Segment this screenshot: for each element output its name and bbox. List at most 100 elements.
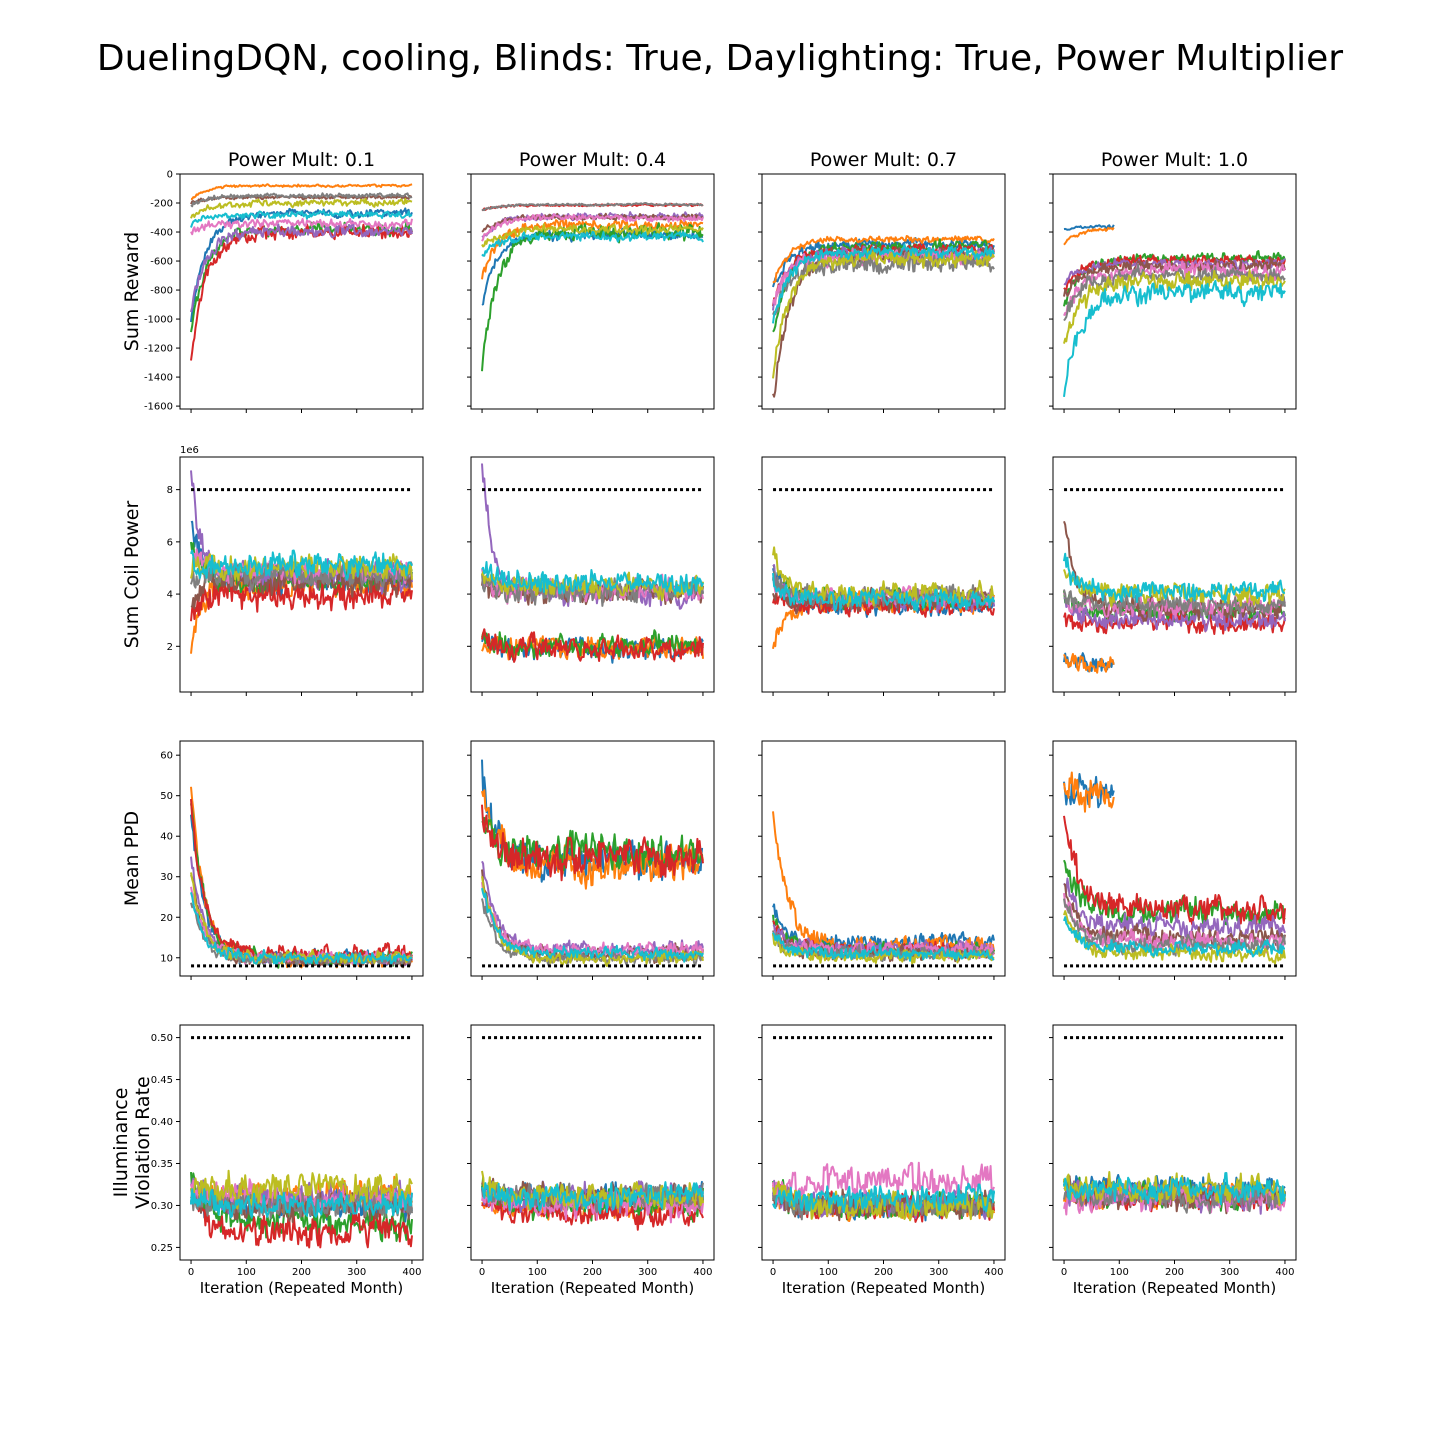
series-line-10 xyxy=(481,561,704,596)
y-tick-label: 0.30 xyxy=(151,1201,173,1212)
series-group xyxy=(772,1161,995,1223)
y-tick-label: 60 xyxy=(160,751,173,762)
y-tick-label: -1000 xyxy=(144,315,173,326)
series-line-8 xyxy=(481,202,704,212)
series-group xyxy=(1063,771,1286,965)
subplot-r1-c1: Power Mult: 0.1 0 -200 -400 -600 -800 -1000 -12… xyxy=(144,149,424,413)
x-tick-label: 200 xyxy=(874,1267,893,1278)
row-2-offset-text: 1e6 xyxy=(180,445,199,456)
row-2-ylabel: Sum Coil Power xyxy=(121,501,143,649)
y-tick-label: -200 xyxy=(150,199,173,210)
column-3-xlabel: Iteration (Repeated Month) xyxy=(782,1279,985,1297)
row-4-ylabel-line: Illuminance xyxy=(110,1088,132,1198)
subplot-r1-c2: Power Mult: 0.4 xyxy=(467,149,715,413)
series-line-10 xyxy=(190,892,413,966)
subplot-r2-c2 xyxy=(467,456,715,696)
y-tick-label: -800 xyxy=(150,286,173,297)
series-line-8 xyxy=(190,192,413,208)
y-tick-label: 30 xyxy=(160,872,173,883)
y-tick-label: 0.40 xyxy=(151,1117,173,1128)
series-line-9 xyxy=(772,546,994,607)
column-2-title: Power Mult: 0.4 xyxy=(519,149,666,171)
subplot-r3-c4 xyxy=(1049,740,1297,980)
series-group xyxy=(481,202,704,372)
column-4-xlabel: Iteration (Repeated Month) xyxy=(1073,1279,1276,1297)
row-1-ylabel: Sum Reward xyxy=(121,232,143,351)
x-tick-label: 400 xyxy=(1275,1267,1294,1278)
subplot-grid: Sum Reward Power Mult: 0.1 0 -200 -400 -600 -8… xyxy=(110,149,1297,1297)
y-tick-label: -1400 xyxy=(144,373,173,384)
series-line-2 xyxy=(1063,771,1115,813)
x-tick-label: 300 xyxy=(347,1267,366,1278)
series-line-10 xyxy=(1063,1172,1286,1206)
column-4-title: Power Mult: 1.0 xyxy=(1101,149,1248,171)
column-1-title: Power Mult: 0.1 xyxy=(228,149,375,171)
series-line-10 xyxy=(772,1182,995,1214)
series-line-10 xyxy=(772,243,995,324)
series-line-4 xyxy=(481,628,704,663)
series-line-9 xyxy=(772,248,995,379)
series-line-2 xyxy=(190,183,413,200)
series-line-4 xyxy=(1063,815,1286,926)
series-line-10 xyxy=(190,210,413,228)
series-line-7 xyxy=(772,1161,995,1207)
series-group xyxy=(1063,1171,1286,1216)
series-line-5 xyxy=(1063,877,1286,941)
subplot-r3-c1: 10 20 30 40 50 60 xyxy=(160,740,424,980)
x-tick-label: 0 xyxy=(188,1267,194,1278)
row-2-ylabel-line: Sum Coil Power xyxy=(121,501,143,649)
y-tick-label: 40 xyxy=(160,832,173,843)
column-2-xlabel: Iteration (Repeated Month) xyxy=(491,1279,694,1297)
subplot-r2-c4 xyxy=(1049,456,1297,696)
figure-title: DuelingDQN, cooling, Blinds: True, Dayli… xyxy=(97,38,1343,79)
row-3-ylabel-line: Mean PPD xyxy=(121,811,143,906)
series-line-8 xyxy=(1063,589,1286,619)
series-group xyxy=(190,183,413,361)
series-line-7 xyxy=(772,930,995,960)
subplot-r2-c3 xyxy=(758,456,1006,696)
x-tick-label: 100 xyxy=(819,1267,838,1278)
series-group xyxy=(481,463,704,664)
series-line-2 xyxy=(1063,653,1115,674)
series-group xyxy=(190,786,413,969)
series-group xyxy=(772,546,995,649)
row-3-ylabel: Mean PPD xyxy=(121,811,143,906)
y-tick-label: -400 xyxy=(150,228,173,239)
y-tick-label: -1200 xyxy=(144,344,173,355)
subplot-r1-c4: Power Mult: 1.0 xyxy=(1049,149,1297,413)
series-group xyxy=(481,1170,704,1231)
y-tick-label: 10 xyxy=(160,953,173,964)
x-tick-label: 100 xyxy=(237,1267,256,1278)
series-group xyxy=(772,811,995,965)
y-tick-label: 4 xyxy=(167,590,173,601)
row-4-ylabel: IlluminanceViolation Rate xyxy=(110,1076,154,1208)
row-1-ylabel-line: Sum Reward xyxy=(121,232,143,351)
x-tick-label: 200 xyxy=(583,1267,602,1278)
series-line-10 xyxy=(190,549,413,581)
x-tick-label: 100 xyxy=(1110,1267,1129,1278)
x-tick-label: 300 xyxy=(638,1267,657,1278)
y-tick-label: 0.25 xyxy=(151,1243,173,1254)
x-tick-label: 100 xyxy=(528,1267,547,1278)
y-tick-label: 0.45 xyxy=(151,1075,173,1086)
series-group xyxy=(772,235,995,398)
y-tick-label: 6 xyxy=(167,537,173,548)
series-line-10 xyxy=(481,230,704,257)
y-tick-label: 8 xyxy=(167,485,173,496)
subplot-r3-c2 xyxy=(467,740,715,980)
y-tick-label: 20 xyxy=(160,913,173,924)
series-line-5 xyxy=(190,220,413,313)
series-line-9 xyxy=(1063,269,1286,344)
series-line-4 xyxy=(481,804,704,882)
series-line-4 xyxy=(190,579,413,622)
x-tick-label: 400 xyxy=(984,1267,1003,1278)
series-group xyxy=(190,470,413,654)
x-tick-label: 300 xyxy=(1220,1267,1239,1278)
series-line-10 xyxy=(772,932,995,962)
series-line-4 xyxy=(481,1197,704,1231)
series-line-10 xyxy=(1063,279,1286,398)
column-3-title: Power Mult: 0.7 xyxy=(810,149,957,171)
